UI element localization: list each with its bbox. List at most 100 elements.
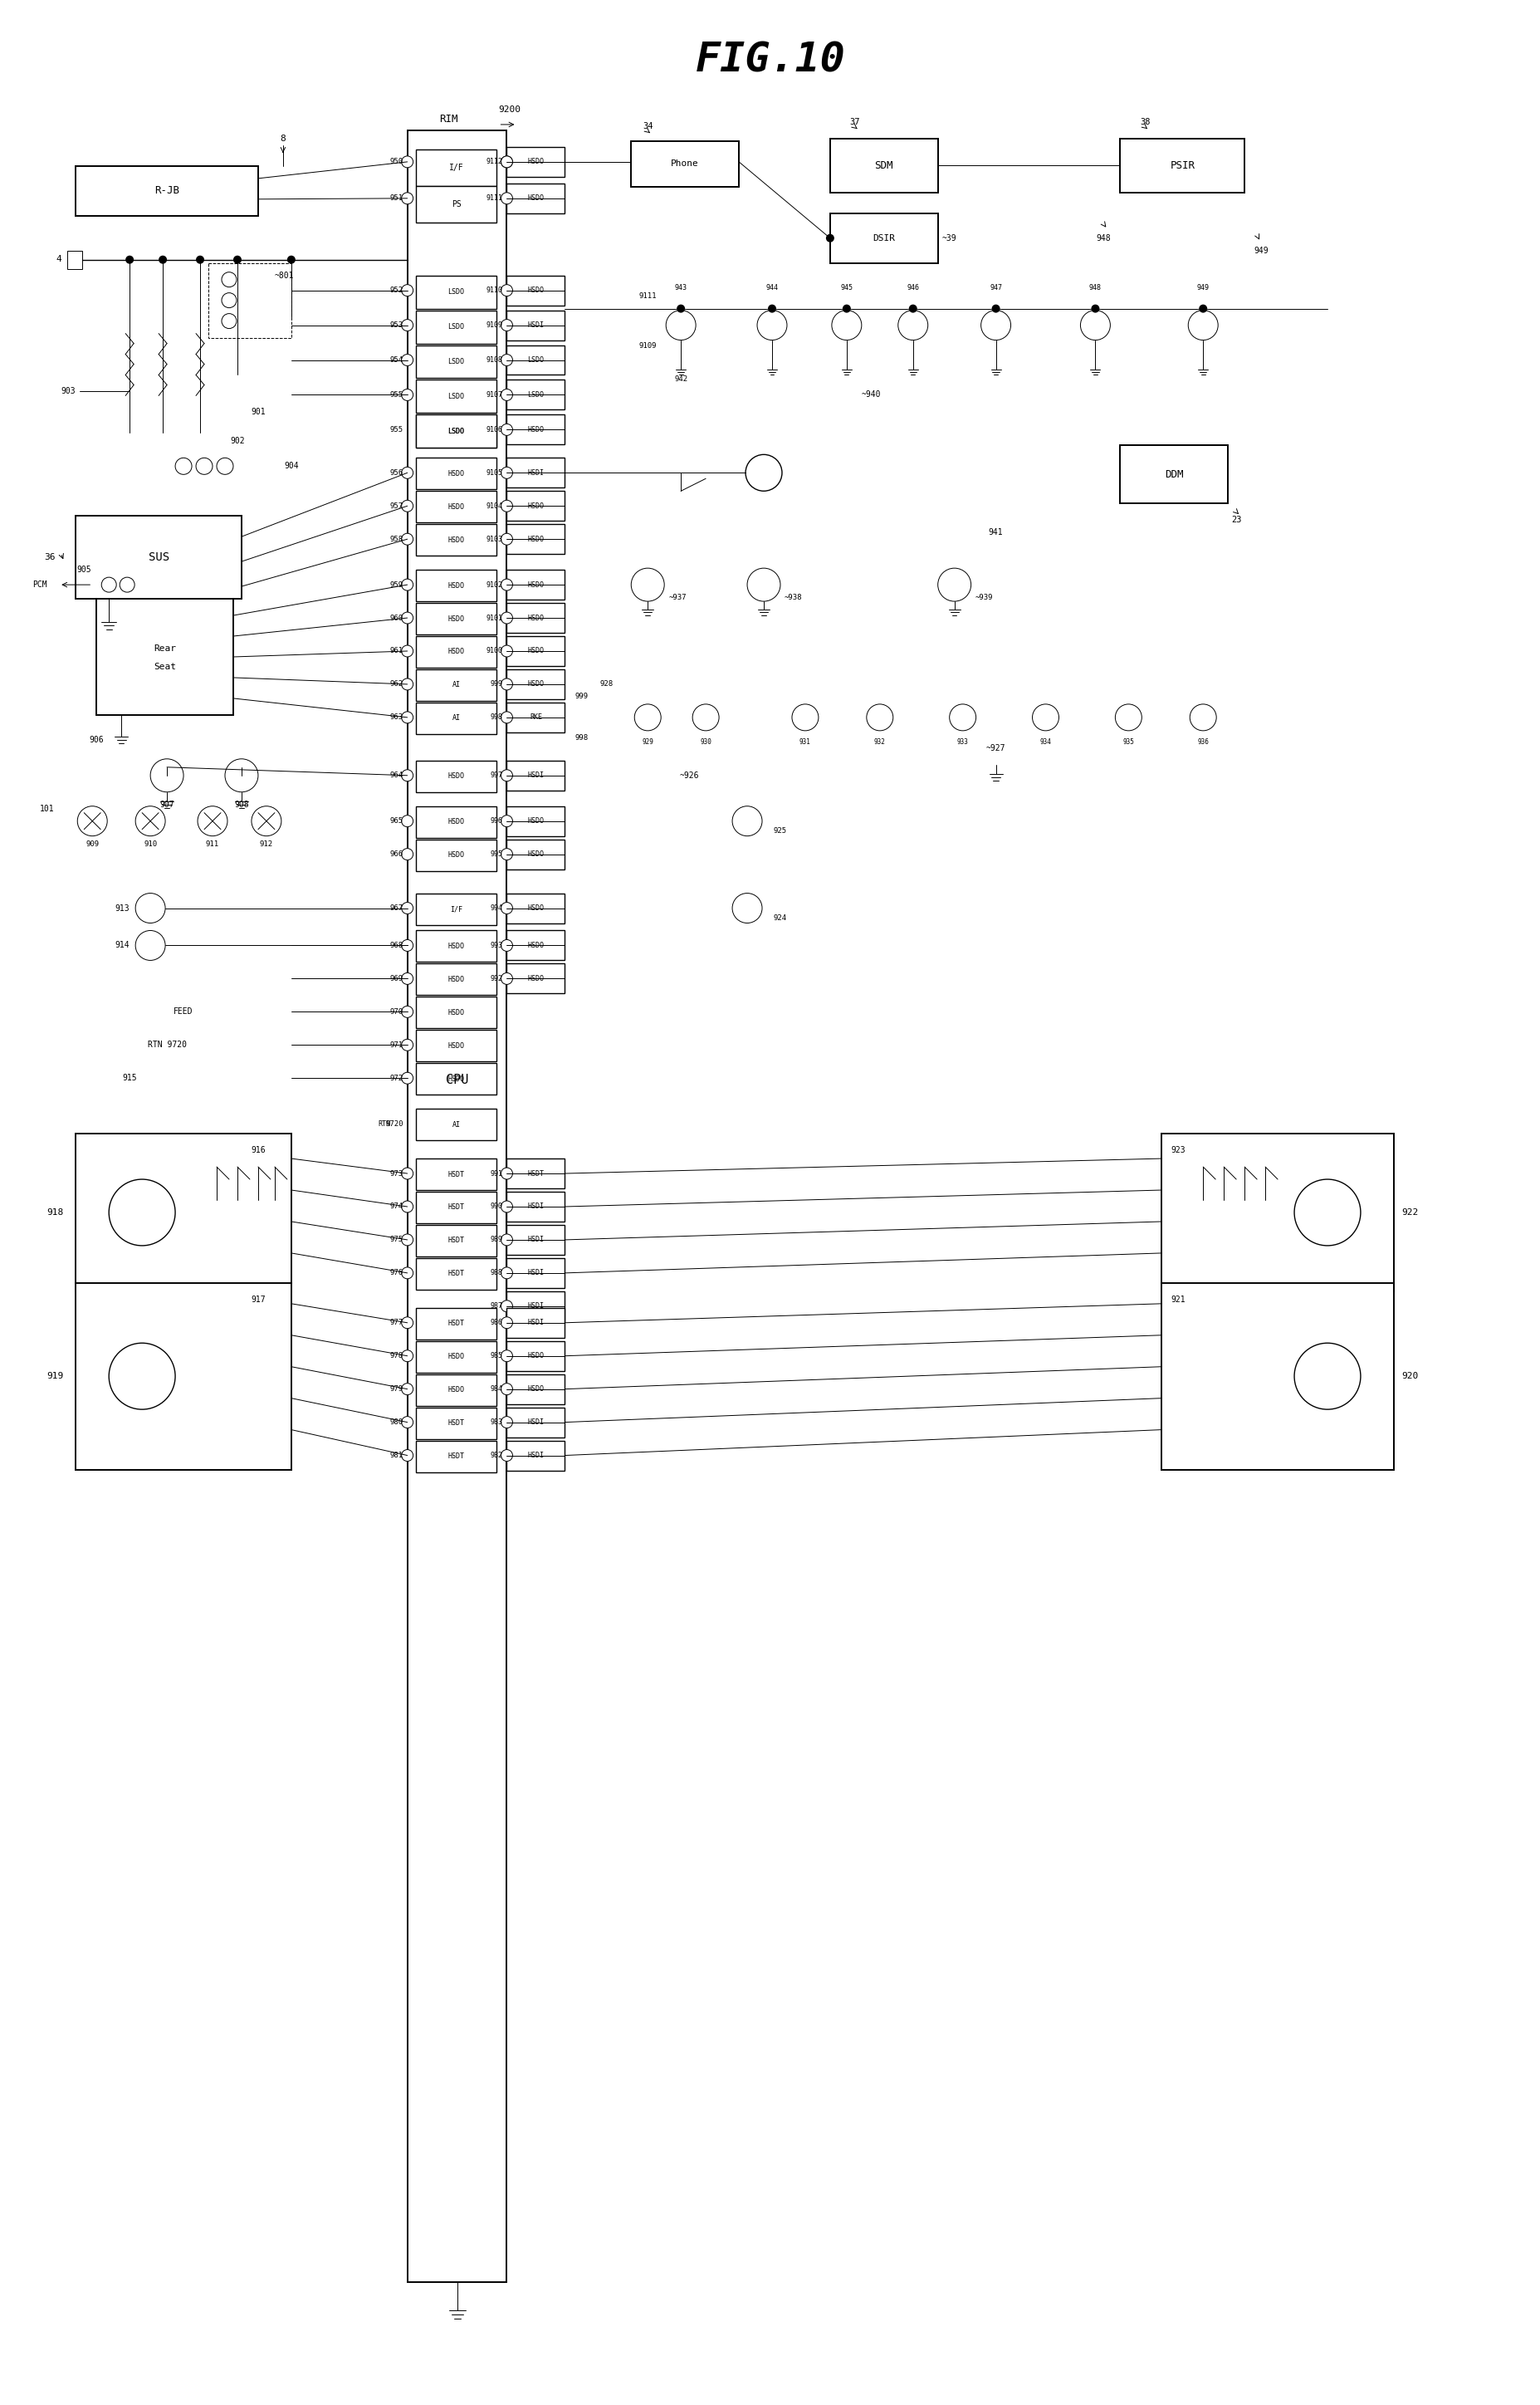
Text: 36: 36	[43, 553, 55, 560]
Text: I/F: I/F	[448, 164, 464, 171]
Text: 9112: 9112	[485, 159, 502, 166]
Text: 921: 921	[1170, 1296, 1184, 1304]
Bar	[416, 185, 496, 221]
Bar	[507, 669, 565, 700]
Text: 23: 23	[1230, 517, 1241, 524]
Text: 948: 948	[1089, 284, 1101, 291]
Circle shape	[402, 712, 413, 724]
Text: AI: AI	[451, 1121, 460, 1128]
Text: 976: 976	[390, 1270, 403, 1277]
Text: HSDO: HSDO	[527, 503, 544, 510]
Circle shape	[402, 815, 413, 827]
Text: 920: 920	[1401, 1373, 1418, 1380]
Circle shape	[1090, 305, 1100, 313]
Circle shape	[402, 534, 413, 546]
Bar	[507, 931, 565, 960]
Text: 957: 957	[390, 503, 403, 510]
Bar	[1120, 445, 1227, 503]
Circle shape	[500, 423, 513, 435]
Text: HSDO: HSDO	[527, 647, 544, 654]
Text: 966: 966	[390, 851, 403, 859]
Text: HSDO: HSDO	[527, 851, 544, 859]
Circle shape	[665, 310, 696, 339]
Text: 956: 956	[390, 469, 403, 476]
Text: ~938: ~938	[784, 594, 802, 601]
Text: ~927: ~927	[986, 743, 1006, 753]
Text: 945: 945	[839, 284, 853, 291]
Text: ~39: ~39	[941, 233, 956, 243]
Bar	[75, 166, 259, 216]
Circle shape	[500, 1301, 513, 1313]
Circle shape	[1294, 1342, 1360, 1409]
Text: 981: 981	[390, 1453, 403, 1460]
Circle shape	[402, 1200, 413, 1212]
Text: ~926: ~926	[679, 772, 699, 779]
Bar	[416, 931, 496, 962]
Bar	[1161, 1282, 1394, 1469]
Bar	[507, 1159, 565, 1188]
Circle shape	[402, 1383, 413, 1395]
Text: 9111: 9111	[639, 293, 656, 301]
Text: HSDI: HSDI	[527, 322, 544, 329]
Text: 999: 999	[490, 681, 502, 688]
Text: 953: 953	[390, 322, 403, 329]
Text: 999: 999	[574, 693, 588, 700]
Circle shape	[500, 156, 513, 168]
Text: 974: 974	[390, 1202, 403, 1210]
Text: HSDO: HSDO	[448, 851, 464, 859]
Text: 955: 955	[390, 426, 403, 433]
Text: 958: 958	[390, 536, 403, 544]
Text: 9106: 9106	[485, 426, 502, 433]
Circle shape	[176, 457, 191, 474]
Circle shape	[222, 313, 237, 329]
Circle shape	[402, 1169, 413, 1178]
Text: PSIR: PSIR	[1169, 161, 1194, 171]
Circle shape	[500, 156, 513, 168]
Circle shape	[136, 931, 165, 960]
Bar	[1120, 139, 1244, 192]
Bar	[507, 760, 565, 791]
Circle shape	[500, 1234, 513, 1246]
Circle shape	[1187, 310, 1218, 339]
Text: LSDO: LSDO	[448, 322, 464, 329]
Bar	[507, 964, 565, 993]
Text: 946: 946	[906, 284, 919, 291]
Circle shape	[500, 1450, 513, 1462]
Text: 9105: 9105	[485, 469, 502, 476]
Text: 978: 978	[390, 1352, 403, 1359]
Text: HSDI: HSDI	[527, 1318, 544, 1328]
Bar	[416, 570, 496, 601]
Circle shape	[197, 806, 228, 837]
Circle shape	[109, 1178, 176, 1246]
Text: 997: 997	[490, 772, 502, 779]
Text: HSDO: HSDO	[527, 681, 544, 688]
Circle shape	[938, 568, 970, 601]
Text: 37: 37	[850, 118, 859, 125]
Circle shape	[500, 613, 513, 623]
Circle shape	[196, 457, 213, 474]
Text: 9110: 9110	[485, 286, 502, 293]
Bar	[75, 1133, 291, 1291]
Bar	[416, 344, 496, 378]
Circle shape	[402, 1267, 413, 1279]
Text: HSDO: HSDO	[448, 1041, 464, 1049]
Circle shape	[500, 1349, 513, 1361]
Circle shape	[500, 284, 513, 296]
Circle shape	[500, 678, 513, 690]
Text: Phone: Phone	[670, 159, 699, 168]
Circle shape	[402, 1450, 413, 1462]
Circle shape	[136, 806, 165, 837]
Text: 994: 994	[490, 904, 502, 911]
Bar	[416, 491, 496, 522]
Text: 964: 964	[390, 772, 403, 779]
Bar	[416, 414, 496, 447]
Bar	[830, 214, 938, 262]
Circle shape	[500, 1267, 513, 1279]
Circle shape	[745, 455, 782, 491]
Text: HSDO: HSDO	[448, 1354, 464, 1361]
Text: 955: 955	[390, 392, 403, 399]
Text: 950: 950	[390, 159, 403, 166]
Circle shape	[402, 613, 413, 623]
Text: 935: 935	[1123, 738, 1133, 746]
Circle shape	[500, 940, 513, 952]
